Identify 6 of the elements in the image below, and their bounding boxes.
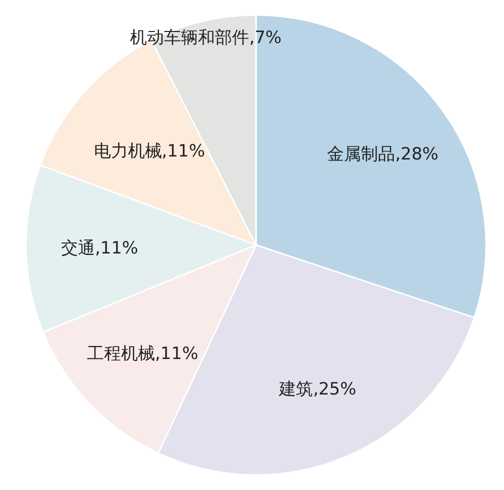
slice-label: 建筑,25% [278,380,356,400]
slice-label: 机动车辆和部件,7% [130,28,282,48]
slice-label: 金属制品,28% [327,144,438,164]
slice-label: 工程机械,11% [87,344,198,364]
slice-label: 交通,11% [61,238,138,259]
slice-label: 电力机械,11% [94,141,205,162]
